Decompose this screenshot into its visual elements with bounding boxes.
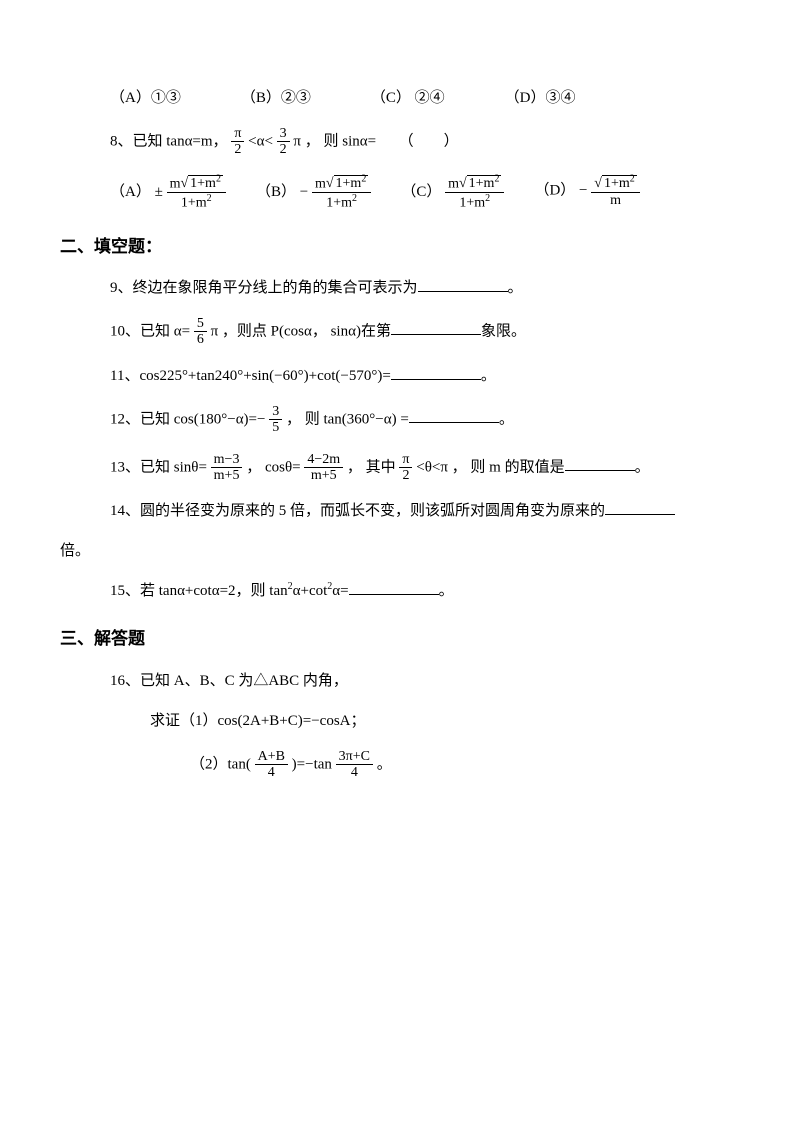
q8-opt-d: （D） − 1+m2 m <box>534 174 639 211</box>
q7-options: （A）①③ （B）②③ （C） ②④ （D）③④ <box>60 86 740 110</box>
q15-blank <box>349 579 439 595</box>
q14-line2: 倍。 <box>60 539 740 563</box>
q9-blank <box>418 276 508 292</box>
q16-part1: 求证（1）cos(2A+B+C)=−cosA； <box>60 709 740 733</box>
q8-post: π ， 则 sinα= （ ） <box>293 133 458 149</box>
q8-frac1: π 2 <box>231 126 244 158</box>
q8-opt-c: （C） m1+m2 1+m2 <box>401 174 504 211</box>
q7-opt-d: （D）③④ <box>505 86 576 110</box>
q8-pre: 8、已知 tanα=m， <box>110 133 228 149</box>
q13-blank <box>565 455 635 471</box>
q16: 16、已知 A、B、C 为△ABC 内角， <box>60 669 740 693</box>
q8-opt-b: （B） − m1+m2 1+m2 <box>256 174 371 211</box>
q13: 13、已知 sinθ= m−3m+5 ， cosθ= 4−2mm+5 ， 其中 … <box>60 452 740 484</box>
q16-part2: （2）tan( A+B4 )=−tan 3π+C4 。 <box>60 749 740 781</box>
q10: 10、已知 α= 56 π ，则点 P(cosα， sinα)在第象限。 <box>60 316 740 348</box>
q14: 14、圆的半径变为原来的 5 倍，而弧长不变，则该弧所对圆周角变为原来的 <box>60 499 740 523</box>
q7-opt-c: （C） ②④ <box>371 86 445 110</box>
q10-blank <box>391 319 481 335</box>
q8-stem: 8、已知 tanα=m， π 2 <α< 3 2 π ， 则 sinα= （ ） <box>60 126 740 158</box>
q8-opt-a: （A） ± m1+m2 1+m2 <box>110 174 226 211</box>
q8-mid: <α< <box>248 133 273 149</box>
q8-options: （A） ± m1+m2 1+m2 （B） − m1+m2 1+m2 （C） m1… <box>60 174 740 211</box>
q9: 9、终边在象限角平分线上的角的集合可表示为。 <box>60 276 740 300</box>
q14-blank <box>605 499 675 515</box>
q11: 11、cos225°+tan240°+sin(−60°)+cot(−570°)=… <box>60 364 740 388</box>
q15: 15、若 tanα+cotα=2，则 tan2α+cot2α=。 <box>60 579 740 603</box>
q7-opt-a: （A）①③ <box>110 86 181 110</box>
q12-blank <box>409 407 499 423</box>
section-2-title: 二、填空题： <box>60 233 740 260</box>
q8-frac2: 3 2 <box>277 126 290 158</box>
q11-blank <box>391 364 481 380</box>
section-3-title: 三、解答题 <box>60 625 740 652</box>
q12: 12、已知 cos(180°−α)=− 35 ， 则 tan(360°−α) =… <box>60 404 740 436</box>
q7-opt-b: （B）②③ <box>241 86 311 110</box>
